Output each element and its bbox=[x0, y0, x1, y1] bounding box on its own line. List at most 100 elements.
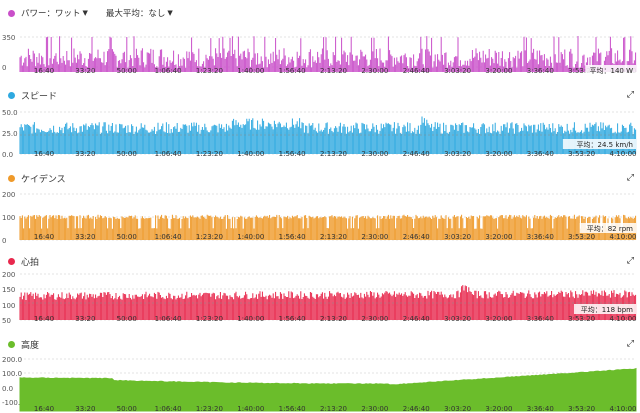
x-tick-label: 1:40:00 bbox=[237, 315, 264, 323]
x-tick-label: 50:00 bbox=[117, 405, 137, 413]
x-tick-label: 16:40 bbox=[34, 405, 54, 413]
x-tick-label: 2:46:40 bbox=[403, 150, 430, 158]
x-tick-label: 1:56:40 bbox=[279, 233, 306, 241]
average-label: 平均：24.5 km/h bbox=[577, 140, 633, 149]
series-signal bbox=[19, 116, 637, 154]
y-tick-label: 200 bbox=[2, 191, 15, 199]
x-tick-label: 16:40 bbox=[34, 150, 54, 158]
power-metric-dropdown[interactable]: パワー：ワット ▼ bbox=[21, 7, 88, 19]
series-signal bbox=[19, 285, 637, 320]
x-tick-label: 2:46:40 bbox=[403, 67, 430, 75]
x-tick-label: 50:00 bbox=[117, 150, 137, 158]
heart-rate-panel: 心拍 ⤢ 200 150 100 50 16:40 33:20 50:00 1:06:40 1:… bbox=[0, 254, 640, 328]
series-signal bbox=[19, 36, 637, 72]
y-tick-label: 0 bbox=[2, 237, 6, 245]
x-tick-label: 33:20 bbox=[75, 315, 95, 323]
x-tick-label: 50:00 bbox=[117, 233, 137, 241]
expand-icon[interactable]: ⤢ bbox=[626, 173, 634, 183]
y-tick-label: 200 bbox=[2, 271, 15, 279]
x-tick-label: 2:46:40 bbox=[403, 315, 430, 323]
y-tick-label: 50 bbox=[2, 317, 11, 325]
x-tick-label: 3:20:00 bbox=[485, 405, 512, 413]
x-tick-label: 16:40 bbox=[34, 315, 54, 323]
y-tick-label: 350 bbox=[2, 34, 15, 42]
y-tick-label: 100 bbox=[2, 214, 15, 222]
expand-icon[interactable]: ⤢ bbox=[626, 90, 634, 100]
x-tick-label: 1:23:20 bbox=[196, 67, 223, 75]
series-signal bbox=[19, 367, 637, 412]
x-tick-label: 3:53:20 bbox=[568, 405, 595, 413]
heart-rate-dot-icon bbox=[8, 257, 15, 265]
x-tick-label: 3:53:20 bbox=[568, 150, 595, 158]
elevation-chart[interactable]: 200.0 100.0 0.0 -100.0 16:40 33:20 50:00 1:06:4… bbox=[0, 353, 640, 413]
x-tick-label: 1:56:40 bbox=[279, 150, 306, 158]
y-tick-label: 0.0 bbox=[2, 385, 13, 393]
x-tick-label: 1:23:20 bbox=[196, 233, 223, 241]
x-tick-label: 33:20 bbox=[75, 67, 95, 75]
x-tick-label: 2:30:00 bbox=[361, 233, 388, 241]
x-tick-label: 1:23:20 bbox=[196, 315, 223, 323]
expand-icon[interactable]: ⤢ bbox=[626, 256, 634, 266]
elevation-panel: 高度 ⤢ 200.0 100.0 0.0 -100.0 16:40 33:20 50:00 1… bbox=[0, 337, 640, 413]
x-tick-label: 1:06:40 bbox=[155, 150, 182, 158]
x-tick-label: 2:46:40 bbox=[403, 405, 430, 413]
x-tick-label: 2:13:20 bbox=[320, 233, 347, 241]
x-tick-label: 1:40:00 bbox=[237, 233, 264, 241]
x-tick-label: 3:20:00 bbox=[485, 150, 512, 158]
x-tick-label: 1:56:40 bbox=[279, 315, 306, 323]
x-tick-label: 2:13:20 bbox=[320, 315, 347, 323]
x-tick-label: 2:30:00 bbox=[361, 315, 388, 323]
max-average-label: 最大平均：なし bbox=[105, 9, 166, 19]
elevation-title: 高度 bbox=[21, 340, 40, 351]
y-tick-label: 25.0 bbox=[2, 130, 18, 138]
x-tick-label: 3:03:20 bbox=[444, 315, 471, 323]
x-tick-label: 2:13:20 bbox=[320, 67, 347, 75]
x-tick-label: 2:30:00 bbox=[361, 150, 388, 158]
x-tick-label: 2:46:40 bbox=[403, 233, 430, 241]
cadence-panel: ケイデンス ⤢ 200 100 0 16:40 33:20 50:00 1:06:40 1:2… bbox=[0, 171, 640, 245]
y-tick-label: 200.0 bbox=[2, 356, 22, 364]
x-tick-label: 2:13:20 bbox=[320, 405, 347, 413]
speed-dot-icon bbox=[8, 91, 15, 99]
x-tick-label: 2:30:00 bbox=[361, 67, 388, 75]
x-tick-label: 3:36:40 bbox=[527, 233, 554, 241]
y-tick-label: 100.0 bbox=[2, 370, 22, 378]
chevron-down-icon: ▼ bbox=[82, 9, 88, 17]
speed-title: スピード bbox=[21, 91, 58, 102]
x-tick-label: 1:06:40 bbox=[155, 315, 182, 323]
x-tick-label: 3:36:40 bbox=[527, 405, 554, 413]
x-tick-label: 3:20:00 bbox=[485, 67, 512, 75]
x-tick-label: 4:10:00 bbox=[610, 150, 637, 158]
power-dot-icon bbox=[8, 9, 15, 17]
x-tick-label: 1:40:00 bbox=[237, 405, 264, 413]
expand-icon[interactable]: ⤢ bbox=[626, 339, 634, 349]
max-average-dropdown[interactable]: 最大平均：なし ▼ bbox=[106, 7, 173, 19]
x-tick-label: 2:13:20 bbox=[320, 150, 347, 158]
heart-rate-title: 心拍 bbox=[21, 257, 40, 268]
x-tick-label: 1:23:20 bbox=[196, 405, 223, 413]
power-chart[interactable]: 350 0 16:40 33:20 50:00 1:06:40 1:23:20 1:40:00… bbox=[0, 22, 640, 80]
x-tick-label: 3:36:40 bbox=[527, 150, 554, 158]
cadence-chart[interactable]: 200 100 0 16:40 33:20 50:00 1:06:40 1:23:20 1:40… bbox=[0, 187, 640, 245]
x-tick-label: 3:20:00 bbox=[485, 315, 512, 323]
x-tick-label: 3:53:20 bbox=[568, 315, 595, 323]
x-tick-label: 1:40:00 bbox=[237, 150, 264, 158]
chevron-down-icon: ▼ bbox=[167, 9, 173, 17]
x-tick-label: 2:30:00 bbox=[361, 405, 388, 413]
x-tick-label: 3:03:20 bbox=[444, 150, 471, 158]
y-tick-label: -100.0 bbox=[2, 399, 25, 407]
heart-rate-chart[interactable]: 200 150 100 50 16:40 33:20 50:00 1:06:40 1:23:20… bbox=[0, 270, 640, 328]
x-tick-label: 1:06:40 bbox=[155, 233, 182, 241]
x-tick-label: 1:23:20 bbox=[196, 150, 223, 158]
x-tick-label: 4:10:00 bbox=[610, 315, 637, 323]
y-tick-label: 0 bbox=[2, 64, 6, 72]
average-label: 平均：140 W bbox=[589, 66, 633, 75]
x-tick-label: 4:10:00 bbox=[610, 233, 637, 241]
cadence-title: ケイデンス bbox=[21, 174, 66, 185]
x-tick-label: 3:53:20 bbox=[568, 233, 595, 241]
speed-chart[interactable]: 50.0 25.0 0.0 16:40 33:20 50:00 1:06:40 1:23:20… bbox=[0, 104, 640, 162]
y-tick-label: 150 bbox=[2, 286, 15, 294]
x-tick-label: 16:40 bbox=[34, 233, 54, 241]
x-tick-label: 33:20 bbox=[75, 405, 95, 413]
x-tick-label: 3:03:20 bbox=[444, 67, 471, 75]
